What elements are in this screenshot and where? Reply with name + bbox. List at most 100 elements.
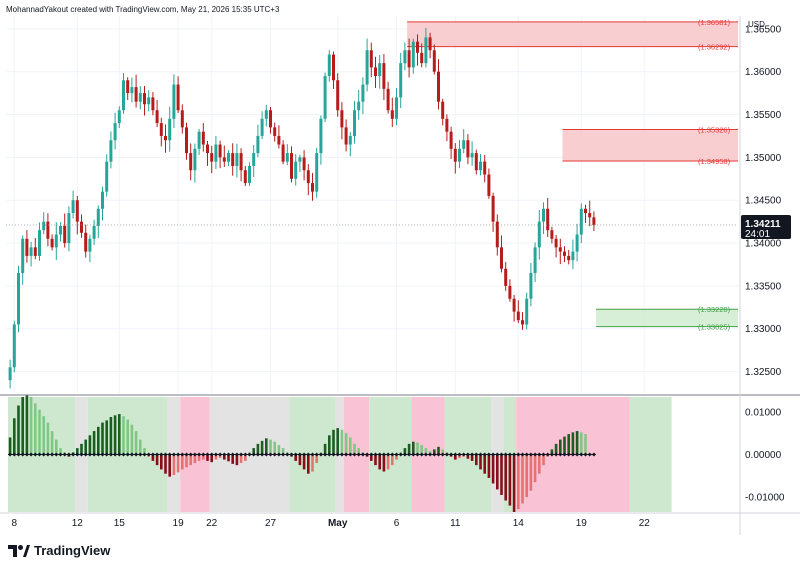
osc-zero-marker xyxy=(440,452,445,457)
osc-zero-marker xyxy=(549,452,554,457)
candle-body xyxy=(567,255,571,261)
osc-zero-marker xyxy=(108,452,113,457)
osc-bar xyxy=(151,454,155,461)
price-axis[interactable]: 1.32500 1.33000 1.33500 1.34000 1.34500 1.350… xyxy=(741,24,791,504)
candle-body xyxy=(504,268,508,286)
osc-zero-marker xyxy=(533,452,538,457)
osc-bar xyxy=(59,448,62,455)
candle-body xyxy=(84,232,88,252)
osc-zero-marker xyxy=(310,452,315,457)
price-tick-label: 1.33000 xyxy=(745,324,782,335)
zone-label-top: (1.35326) xyxy=(698,125,731,134)
candle-body xyxy=(105,161,109,192)
osc-zero-marker xyxy=(58,452,63,457)
osc-zero-marker xyxy=(155,452,160,457)
candle-body xyxy=(327,54,331,76)
osc-zero-marker xyxy=(66,452,71,457)
osc-bar xyxy=(143,448,146,455)
osc-bar xyxy=(349,437,352,455)
tradingview-logo-text: TradingView xyxy=(34,543,111,558)
osc-zero-marker xyxy=(197,452,202,457)
candle-body xyxy=(516,311,520,321)
osc-zero-marker xyxy=(134,452,139,457)
osc-zero-marker xyxy=(180,452,185,457)
candle-body xyxy=(38,230,41,256)
price-tick-label: 1.35500 xyxy=(745,110,782,121)
osc-bar xyxy=(206,454,209,461)
candle-body xyxy=(151,97,155,111)
candle-body xyxy=(411,41,415,68)
candle-body xyxy=(487,174,491,196)
osc-zero-marker xyxy=(192,452,197,457)
candle-body xyxy=(122,80,125,111)
osc-bar xyxy=(185,454,188,468)
candlestick-series xyxy=(6,27,738,389)
candle-body xyxy=(571,251,575,261)
osc-zero-marker xyxy=(159,452,164,457)
candle-body xyxy=(424,37,428,64)
osc-zero-marker xyxy=(171,452,176,457)
candle-body xyxy=(138,93,142,102)
osc-bar xyxy=(88,435,92,455)
osc-bar xyxy=(403,448,407,455)
osc-bar xyxy=(554,443,558,455)
candle-body xyxy=(134,87,138,102)
candle-body xyxy=(399,63,403,98)
oscillator-histogram xyxy=(8,394,596,512)
osc-zero-marker xyxy=(264,452,269,457)
time-tick-label: 15 xyxy=(114,518,126,529)
osc-zero-marker xyxy=(121,452,126,457)
candle-body xyxy=(197,131,201,149)
candle-body xyxy=(159,123,163,136)
candle-body xyxy=(63,225,67,244)
osc-bar xyxy=(437,446,440,455)
candle-body xyxy=(437,71,440,102)
osc-zero-marker xyxy=(365,452,370,457)
osc-zero-marker xyxy=(579,452,584,457)
candle-body xyxy=(50,238,54,248)
osc-bar xyxy=(302,454,306,470)
osc-zero-marker xyxy=(444,452,449,457)
osc-bar xyxy=(571,432,575,455)
osc-bar xyxy=(244,454,247,461)
candle-body xyxy=(592,217,596,226)
osc-bar xyxy=(353,443,356,455)
osc-zero-marker xyxy=(323,452,328,457)
candle-body xyxy=(168,118,172,141)
osc-bar xyxy=(252,448,255,455)
candle-body xyxy=(365,50,369,85)
osc-zero-marker xyxy=(92,452,97,457)
osc-bar xyxy=(29,397,33,455)
candle-body xyxy=(382,63,386,89)
osc-zero-marker xyxy=(79,452,84,457)
candle-body xyxy=(252,153,256,166)
price-tick-label: 1.34500 xyxy=(745,196,782,207)
osc-zero-marker xyxy=(104,452,109,457)
candle-body xyxy=(235,153,239,166)
osc-zero-marker xyxy=(545,452,550,457)
candle-body xyxy=(92,225,96,239)
price-tick-label: 1.34000 xyxy=(745,239,782,250)
osc-zero-marker xyxy=(142,452,147,457)
candle-body xyxy=(147,97,151,105)
osc-bar xyxy=(542,454,545,466)
candle-body xyxy=(126,80,130,94)
time-axis[interactable]: 8 12 15 19 22 27 May 6 11 14 19 22 xyxy=(12,518,651,529)
osc-zero-marker xyxy=(373,452,378,457)
osc-bar xyxy=(336,428,339,455)
osc-zero-marker xyxy=(201,452,206,457)
osc-bar xyxy=(412,441,415,455)
osc-zero-marker xyxy=(8,452,13,457)
osc-bar xyxy=(500,454,503,495)
osc-tick-label: 0.00000 xyxy=(745,450,782,461)
osc-bar xyxy=(50,431,54,455)
osc-bar xyxy=(256,443,260,455)
osc-bar xyxy=(466,454,470,459)
osc-zero-marker xyxy=(272,452,277,457)
osc-bar xyxy=(433,449,436,455)
candle-body xyxy=(25,238,29,256)
candle-body xyxy=(458,148,461,162)
candle-body xyxy=(294,161,298,179)
tradingview-logo[interactable]: TradingView xyxy=(8,543,110,558)
